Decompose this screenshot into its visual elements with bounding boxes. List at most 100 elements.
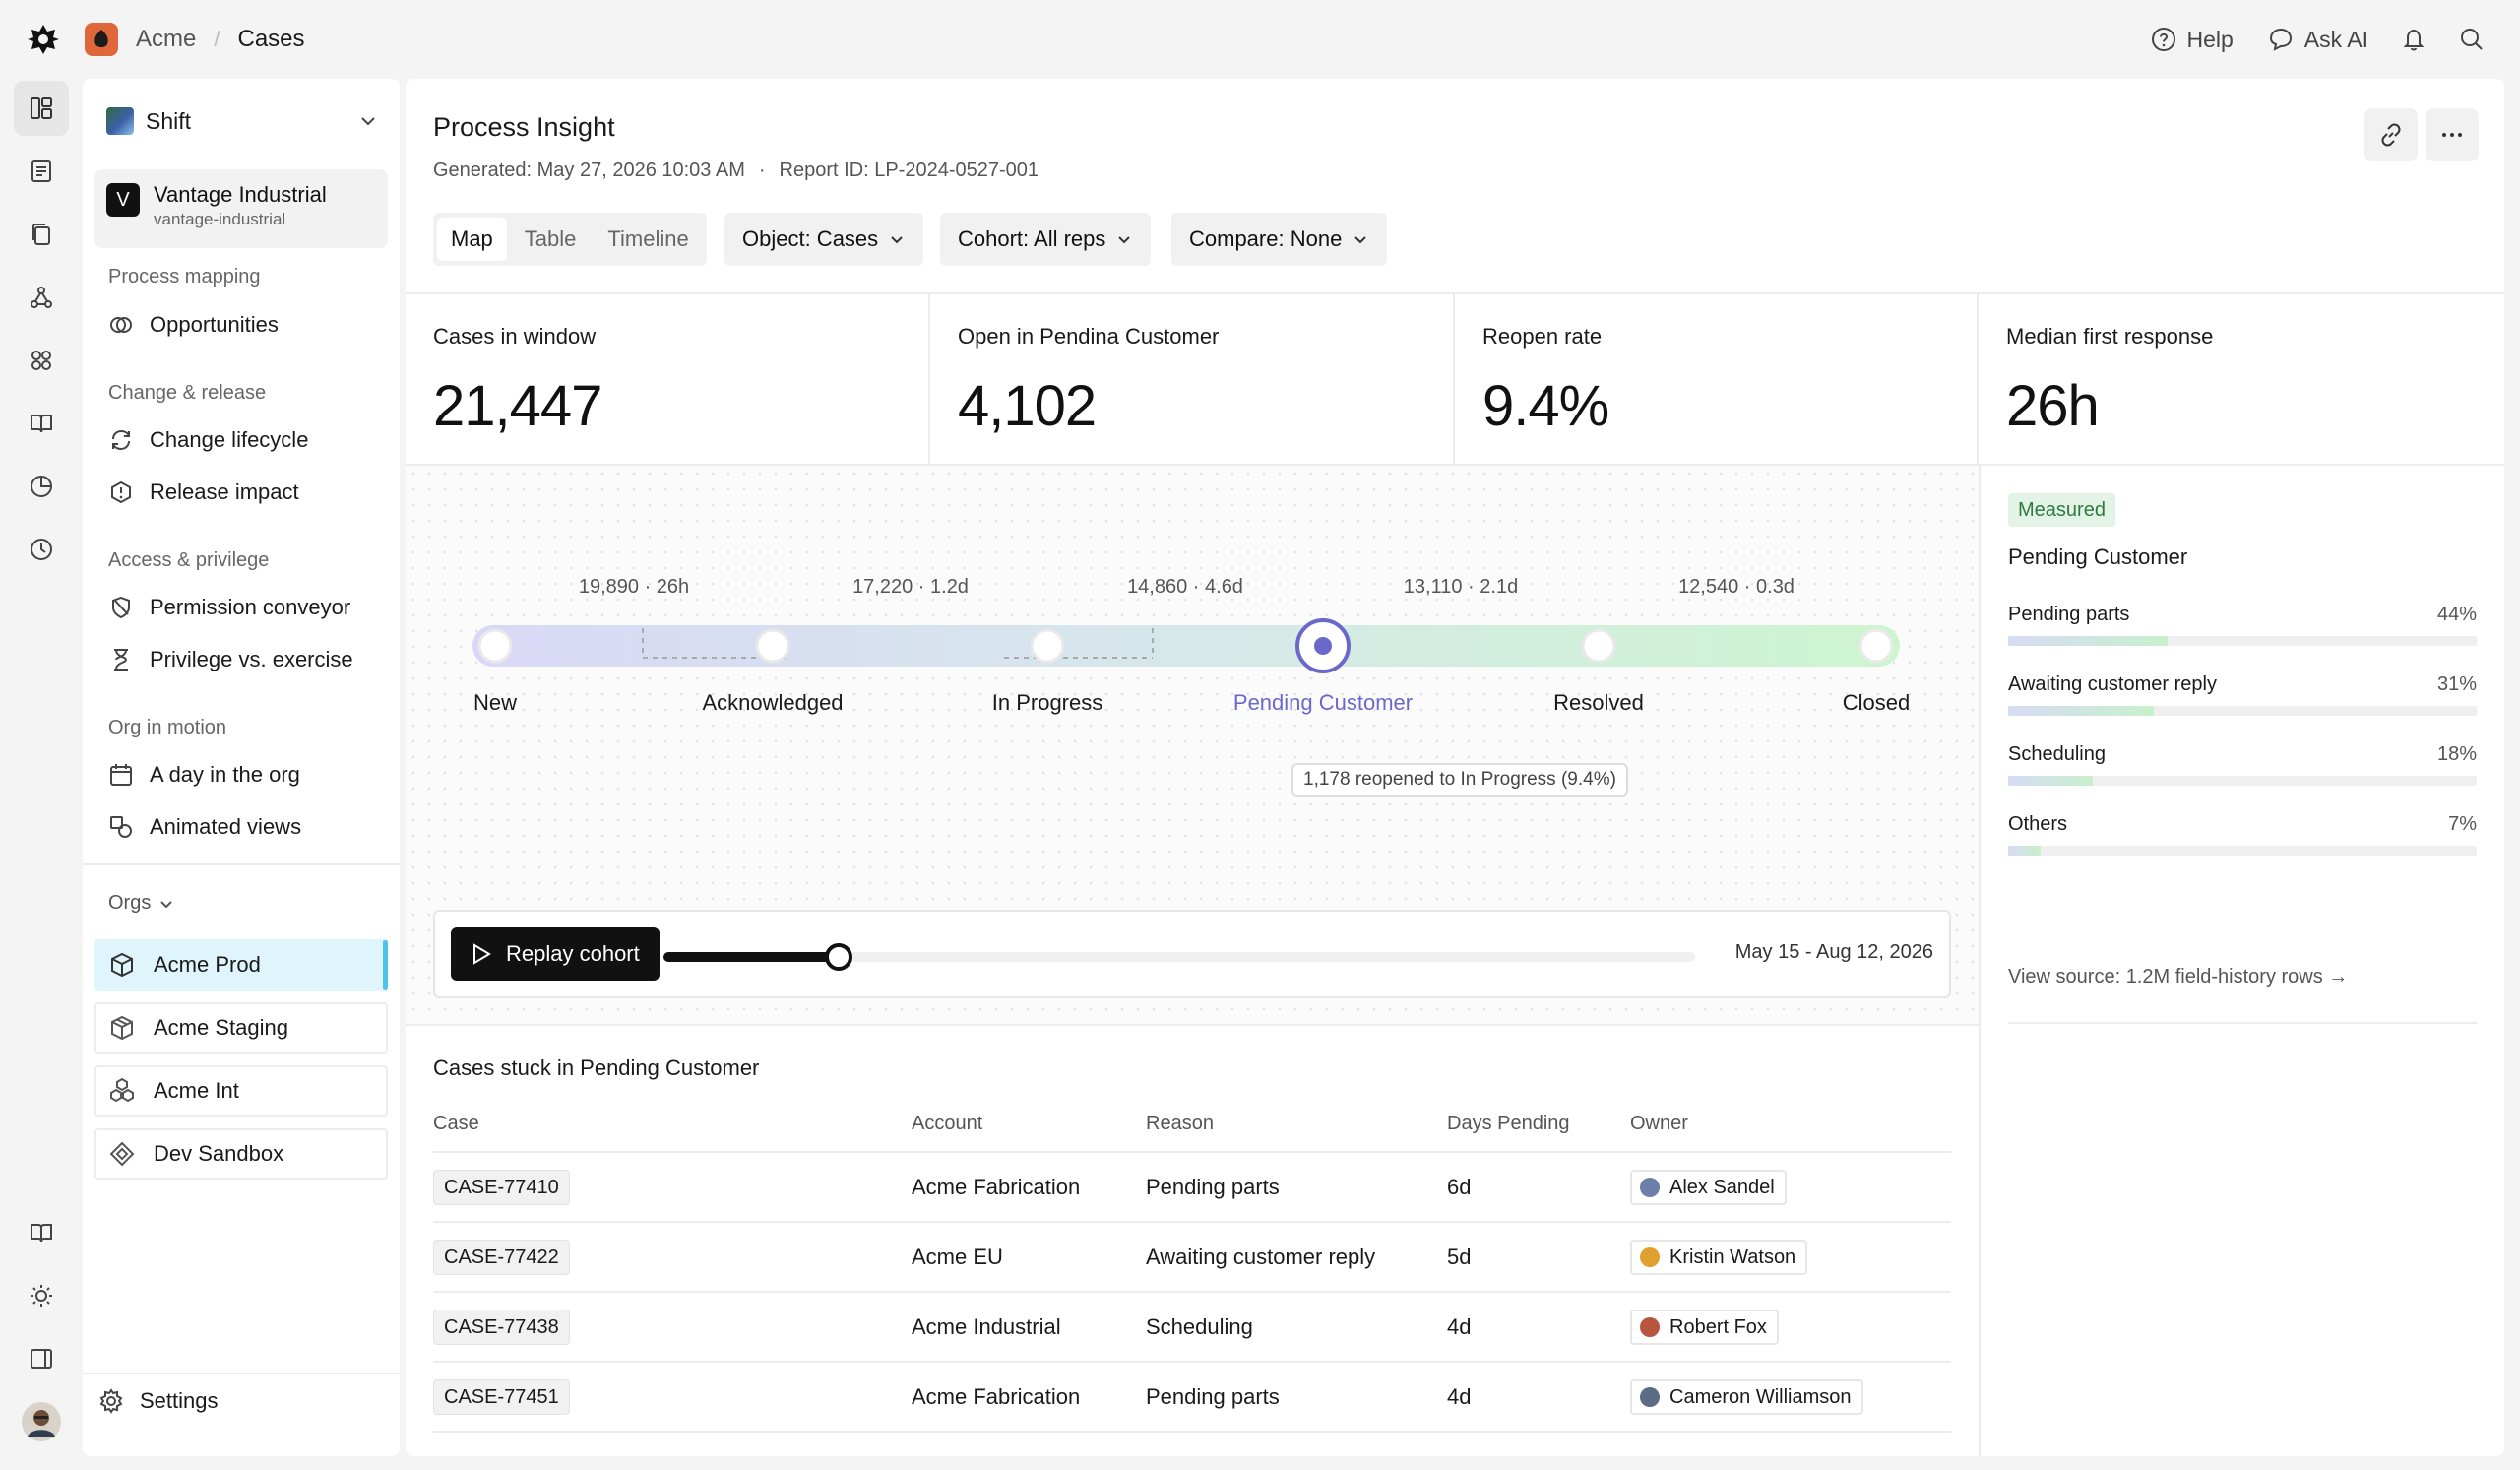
rail-history[interactable] xyxy=(14,522,69,577)
replay-slider-handle[interactable] xyxy=(825,943,852,971)
rail-graph[interactable] xyxy=(14,270,69,325)
stage-label[interactable]: Acknowledged xyxy=(702,690,844,715)
table-row[interactable]: CASE-77422 Acme EU Awaiting customer reply… xyxy=(433,1223,1951,1293)
sidebar-item-release-impact[interactable]: Release impact xyxy=(108,473,299,512)
overlap-circles-icon xyxy=(110,317,132,333)
case-id-chip[interactable]: CASE-77451 xyxy=(433,1379,570,1415)
user-avatar[interactable] xyxy=(14,1394,69,1449)
ask-ai-button[interactable]: Ask AI xyxy=(2267,27,2368,53)
stage-node[interactable] xyxy=(477,628,513,664)
org-item-dev-sandbox[interactable]: Dev Sandbox xyxy=(94,1128,388,1180)
table-row[interactable]: CASE-77451 Acme Fabrication Pending parts 4… xyxy=(433,1363,1951,1433)
rail-theme[interactable] xyxy=(14,1268,69,1323)
breakdown-bar: Others 7% xyxy=(2008,813,2477,856)
sidebar-item-opportunities[interactable]: Opportunities xyxy=(108,305,279,345)
stage-node[interactable] xyxy=(1030,628,1065,664)
bell-icon xyxy=(2403,29,2425,51)
section-label-change-release: Change & release xyxy=(108,382,267,404)
org-card[interactable]: V Vantage Industrial vantage-industrial xyxy=(94,169,388,248)
cubes-icon xyxy=(110,1077,134,1103)
tab-map[interactable]: Map xyxy=(437,218,507,261)
owner-chip[interactable]: Alex Sandel xyxy=(1630,1170,1787,1205)
transition-stat: 13,110 · 2.1d xyxy=(1403,576,1519,598)
compare-dropdown[interactable]: Compare: None xyxy=(1171,213,1388,266)
help-button[interactable]: Help xyxy=(2151,27,2234,53)
owner-avatar xyxy=(1640,1247,1660,1267)
report-id: Report ID: LP-2024-0527-001 xyxy=(779,160,1040,181)
org-item-acme-staging[interactable]: Acme Staging xyxy=(94,1002,388,1054)
top-bar: Acme / Cases Help Ask AI xyxy=(0,0,2520,79)
avatar-icon xyxy=(22,1402,61,1441)
rail-toggle-panel[interactable] xyxy=(14,1331,69,1386)
settings-button[interactable]: Settings xyxy=(98,1388,219,1414)
case-id-chip[interactable]: CASE-77438 xyxy=(433,1310,570,1345)
sidebar-item-label: A day in the org xyxy=(150,762,300,787)
sidebar-divider xyxy=(83,1373,400,1374)
breadcrumb-separator: / xyxy=(214,27,220,51)
object-dropdown[interactable]: Object: Cases xyxy=(724,213,924,266)
play-icon xyxy=(473,943,491,965)
breadcrumb: Acme / Cases xyxy=(85,22,305,57)
notifications-button[interactable] xyxy=(2402,27,2426,52)
replay-cohort-button[interactable]: Replay cohort xyxy=(451,927,660,981)
view-source-link[interactable]: View source: 1.2M field-history rows → xyxy=(2008,966,2349,988)
stage-label[interactable]: Resolved xyxy=(1553,690,1644,715)
stage-label[interactable]: Closed xyxy=(1842,690,1911,715)
breadcrumb-org[interactable]: Acme xyxy=(136,26,197,52)
account-cell: Acme EU xyxy=(912,1245,1003,1269)
stage-node[interactable] xyxy=(755,628,790,664)
workspace-switcher[interactable]: Shift xyxy=(106,98,378,144)
kpi-median-first-response: Median first response 26h xyxy=(1979,294,2504,464)
org-item-acme-prod[interactable]: Acme Prod xyxy=(94,939,388,991)
replay-timeline-slider[interactable] xyxy=(663,943,1695,971)
kpi-label: Median first response xyxy=(2006,324,2214,349)
cohort-dropdown[interactable]: Cohort: All reps xyxy=(940,213,1152,266)
sidebar-item-animated-views[interactable]: Animated views xyxy=(108,807,301,847)
hourglass-icon xyxy=(114,649,128,671)
case-id-chip[interactable]: CASE-77410 xyxy=(433,1170,570,1205)
column-header-account: Account xyxy=(912,1113,983,1134)
owner-chip[interactable]: Robert Fox xyxy=(1630,1310,1779,1345)
kpi-open-pending: Open in Pendina Customer 4,102 xyxy=(930,294,1455,464)
rail-reports[interactable] xyxy=(14,144,69,199)
rail-files[interactable] xyxy=(14,207,69,262)
app-logo[interactable] xyxy=(26,22,61,57)
breakdown-track xyxy=(2008,636,2477,646)
rail-guide[interactable] xyxy=(14,1205,69,1260)
sidebar-item-permission-conveyor[interactable]: Permission conveyor xyxy=(108,588,350,627)
rail-apps[interactable] xyxy=(14,333,69,388)
owner-chip[interactable]: Kristin Watson xyxy=(1630,1240,1808,1275)
rail-analytics[interactable] xyxy=(14,459,69,514)
stage-label[interactable]: New xyxy=(472,690,518,715)
copy-link-button[interactable] xyxy=(2364,108,2418,161)
rail-docs[interactable] xyxy=(14,396,69,451)
owner-name: Alex Sandel xyxy=(1670,1176,1775,1198)
case-id-chip[interactable]: CASE-77422 xyxy=(433,1240,570,1275)
breakdown-track xyxy=(2008,706,2477,716)
stage-label[interactable]: In Progress xyxy=(991,690,1103,715)
stage-node[interactable] xyxy=(1581,628,1616,664)
reopen-connector xyxy=(642,628,1154,659)
tab-table[interactable]: Table xyxy=(524,226,577,251)
owner-chip[interactable]: Cameron Williamson xyxy=(1630,1379,1863,1415)
more-options-button[interactable] xyxy=(2426,108,2479,161)
table-header-divider xyxy=(433,1151,1951,1153)
breakdown-fill xyxy=(2008,706,2154,716)
table-row[interactable]: CASE-77438 Acme Industrial Scheduling 4d Rob… xyxy=(433,1293,1951,1363)
rail-dashboard[interactable] xyxy=(14,81,69,136)
search-button[interactable] xyxy=(2459,27,2485,52)
orgs-toggle[interactable]: Orgs xyxy=(108,892,174,915)
breadcrumb-current[interactable]: Cases xyxy=(237,26,305,52)
sidebar-item-day-in-org[interactable]: A day in the org xyxy=(108,755,300,795)
transition-stat: 17,220 · 1.2d xyxy=(852,576,969,598)
table-row[interactable]: CASE-77410 Acme Fabrication Pending parts 6… xyxy=(433,1153,1951,1223)
stage-node[interactable] xyxy=(1858,628,1894,664)
stage-label[interactable]: Pending Customer xyxy=(1232,690,1414,715)
search-icon xyxy=(2461,29,2483,50)
tab-timeline[interactable]: Timeline xyxy=(607,226,689,251)
org-item-acme-int[interactable]: Acme Int xyxy=(94,1065,388,1117)
sidebar-item-privilege-exercise[interactable]: Privilege vs. exercise xyxy=(108,640,353,679)
sidebar-item-change-lifecycle[interactable]: Change lifecycle xyxy=(108,420,308,460)
kpi-reopen-rate: Reopen rate 9.4% xyxy=(1455,294,1979,464)
breakdown-label: Others xyxy=(2008,813,2068,835)
